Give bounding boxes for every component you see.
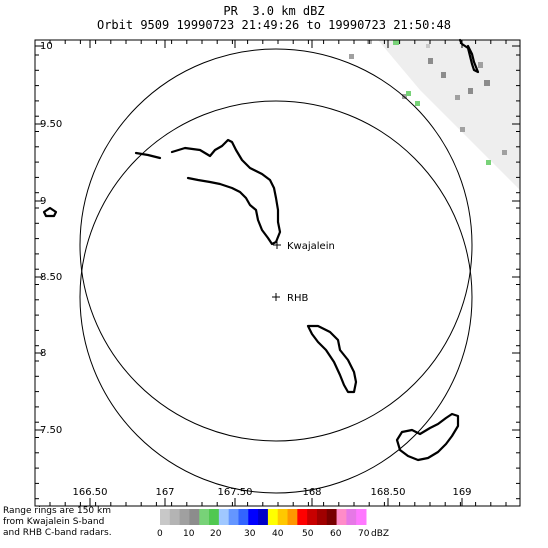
lae-atoll (42, 206, 58, 218)
colorbar-swatch (316, 509, 328, 525)
map-title: PR 3.0 km dBZ (223, 4, 325, 18)
x-tick-label: 169 (452, 487, 471, 498)
dbz-colorbar (160, 509, 367, 525)
colorbar-swatch (228, 509, 239, 525)
colorbar-swatch (238, 509, 249, 525)
colorbar-swatch (248, 509, 259, 525)
radar-swath (378, 40, 520, 190)
colorbar-swatch (277, 509, 289, 525)
colorbar-swatch (287, 509, 298, 525)
y-tick-label: 8.50 (40, 272, 62, 283)
rhb-marker (272, 293, 280, 301)
range-ring-caption: Range rings are 150 km from Kwajalein S-… (3, 506, 112, 539)
coastlines (42, 38, 480, 462)
x-tick-label: 166.50 (73, 487, 108, 498)
rhb-label: RHB (287, 293, 308, 304)
y-tick-label: 9 (40, 196, 46, 207)
rhb-range-ring (79, 100, 473, 494)
y-tick-label: 9.50 (40, 119, 62, 130)
colorbar-swatch (189, 509, 200, 525)
caption-line-1: Range rings are 150 km (3, 506, 111, 516)
colorbar-swatch (267, 509, 279, 525)
colorbar-swatch (307, 509, 318, 525)
colorbar-swatch (336, 509, 347, 525)
x-tick-label: 168 (302, 487, 321, 498)
orbit-subtitle: Orbit 9509 19990723 21:49:26 to 19990723… (96, 18, 451, 32)
y-tick-label: 10 (40, 41, 53, 52)
colorbar-swatch (209, 509, 220, 525)
caption-line-3: and RHB C-band radars. (3, 528, 112, 538)
axis-tick-labels: 166.50 167 167.50 168 168.50 169 10 9.50 9 8.50 8 7… (40, 41, 472, 498)
ujae-atoll (306, 324, 358, 394)
colorbar-swatch (297, 509, 308, 525)
kwajalein-marker (273, 241, 281, 249)
colorbar-swatch (169, 509, 181, 525)
colorbar-swatch (218, 509, 230, 525)
colorbar-swatch (326, 509, 338, 525)
kwajalein-atoll (134, 138, 282, 246)
colorbar-swatch (258, 509, 269, 525)
colorbar-swatch (179, 509, 190, 525)
axis-ticks (35, 40, 520, 506)
kwajalein-range-ring (79, 48, 473, 442)
colorbar-swatch (346, 509, 357, 525)
x-tick-label: 167 (155, 487, 174, 498)
y-tick-label: 7.50 (40, 425, 62, 436)
colorbar-swatch (199, 509, 210, 525)
colorbar-swatch (160, 509, 171, 525)
x-tick-label: 167.50 (218, 487, 253, 498)
rongelap-atoll (458, 38, 480, 74)
x-tick-label: 168.50 (371, 487, 406, 498)
colorbar-swatch (356, 509, 367, 525)
y-tick-label: 8 (40, 348, 46, 359)
caption-line-2: from Kwajalein S-band (3, 517, 105, 527)
wotho-atoll (395, 412, 460, 462)
kwajalein-label: Kwajalein (287, 241, 335, 252)
